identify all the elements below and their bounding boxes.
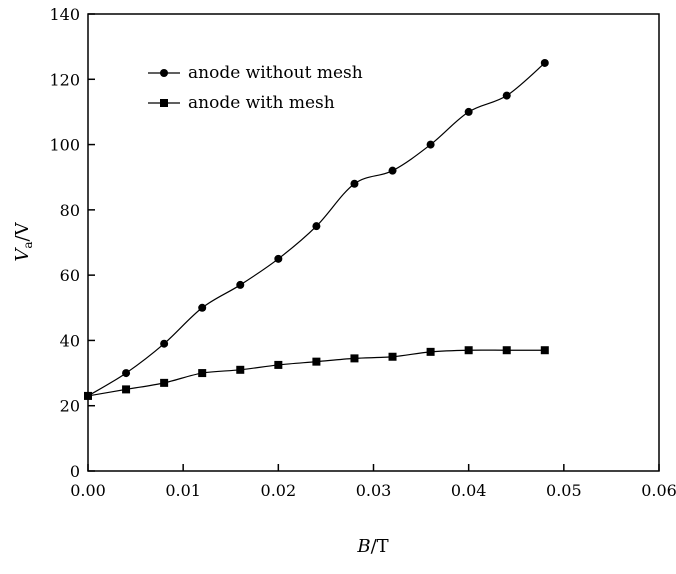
data-point (274, 360, 283, 369)
series-2 (84, 346, 549, 400)
legend: anode without mesh anode with mesh (148, 63, 363, 113)
y-tick-label: 0 (70, 462, 80, 481)
data-point (236, 280, 245, 289)
data-point (464, 107, 473, 116)
data-point (160, 339, 169, 348)
data-point (84, 391, 92, 400)
x-tick-label: 0.00 (70, 481, 106, 500)
legend-label: anode with mesh (188, 93, 335, 113)
legend-label: anode without mesh (188, 63, 363, 83)
y-tick-label: 100 (49, 136, 80, 155)
data-point (312, 222, 321, 231)
data-point (350, 354, 359, 363)
axis-ticks: 0.00 0.01 0.02 0.03 0.04 0.05 0.06 0 20 40 60 80 100… (49, 5, 676, 500)
data-point (502, 91, 511, 100)
legend-marker (160, 99, 168, 107)
data-point (350, 179, 359, 188)
y-tick-label: 80 (60, 201, 80, 220)
data-point (274, 254, 283, 263)
data-point (540, 58, 549, 67)
data-point (198, 303, 207, 312)
data-point (236, 365, 245, 374)
data-point (426, 347, 435, 356)
y-tick-label: 140 (49, 5, 80, 24)
data-point (160, 378, 169, 387)
data-point (540, 346, 549, 355)
y-tick-label: 20 (60, 397, 80, 416)
series-line (87, 349, 545, 397)
y-axis-label: Va/V (12, 221, 35, 261)
x-tick-label: 0.02 (261, 481, 297, 500)
x-axis-label: B/T (356, 536, 388, 557)
data-point (388, 352, 397, 361)
data-point (198, 369, 207, 378)
data-point (122, 385, 131, 394)
x-tick-label: 0.06 (641, 481, 676, 500)
legend-marker (160, 69, 168, 77)
data-point (122, 369, 131, 378)
y-tick-label: 60 (60, 266, 80, 285)
data-point (464, 346, 473, 355)
x-tick-label: 0.05 (546, 481, 582, 500)
plot-frame (87, 13, 660, 472)
y-tick-label: 120 (49, 70, 80, 89)
series-layer (84, 58, 549, 400)
x-tick-label: 0.03 (356, 481, 392, 500)
data-point (312, 357, 321, 366)
x-tick-label: 0.04 (451, 481, 487, 500)
y-tick-label: 40 (60, 331, 80, 350)
data-point (426, 140, 435, 149)
data-point (388, 166, 397, 175)
x-tick-label: 0.01 (165, 481, 201, 500)
data-point (502, 346, 511, 355)
